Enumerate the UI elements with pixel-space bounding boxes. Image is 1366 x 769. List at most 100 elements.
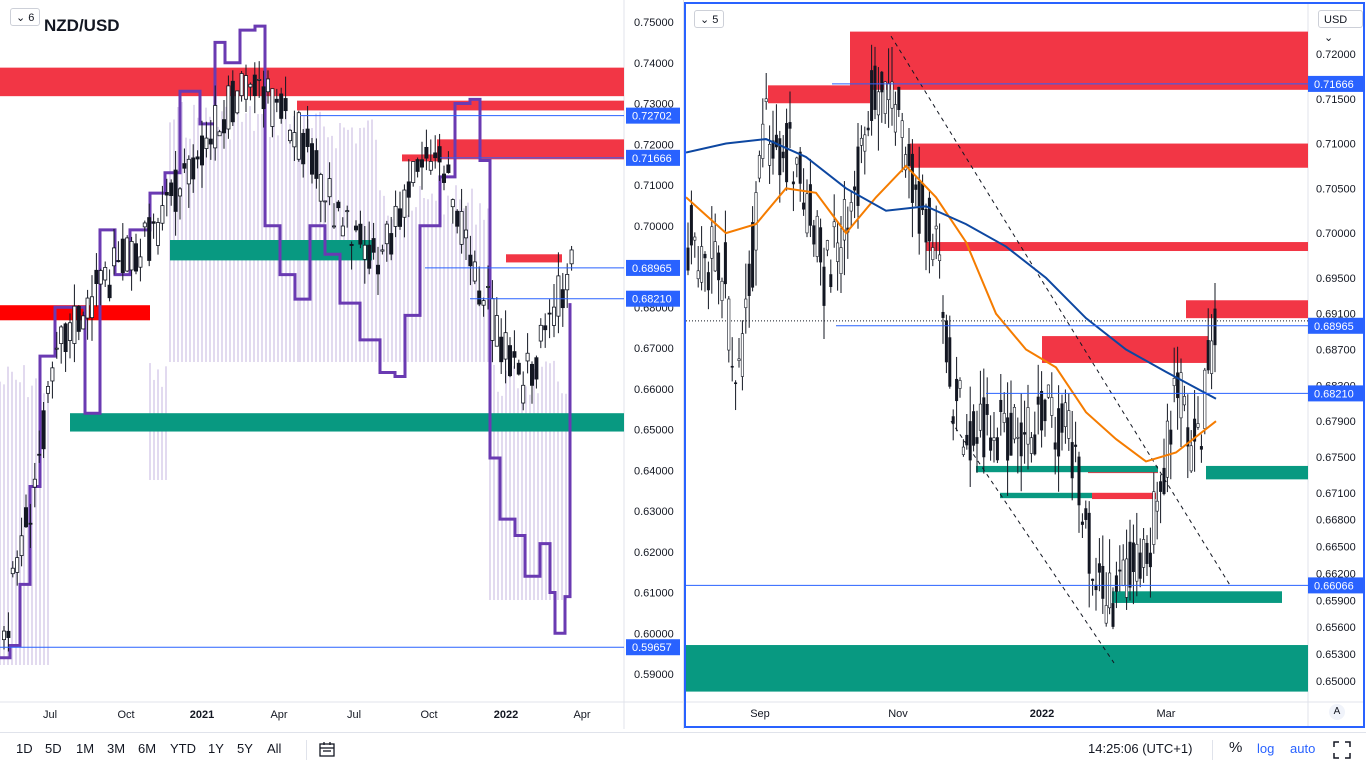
- range-button-1y[interactable]: 1Y: [208, 741, 224, 756]
- candle-body: [507, 345, 512, 377]
- candle-body: [999, 399, 1003, 413]
- candle-body: [336, 201, 341, 209]
- time-axis-tick: Sep: [750, 708, 770, 720]
- candle-body: [1125, 558, 1129, 598]
- candle-body: [1101, 565, 1105, 599]
- candle-body: [1165, 420, 1169, 478]
- candle-body: [1213, 308, 1217, 346]
- candle-body: [103, 267, 108, 281]
- candle-body: [944, 320, 948, 363]
- price-axis-tick: 0.70500: [1316, 183, 1356, 195]
- log-toggle[interactable]: log: [1257, 741, 1275, 756]
- candle-body: [785, 123, 789, 183]
- range-button-3m[interactable]: 3M: [107, 741, 126, 756]
- candle-body: [706, 272, 710, 291]
- price-label-text: 0.66066: [1314, 580, 1354, 592]
- range-button-5y[interactable]: 5Y: [237, 741, 253, 756]
- range-button-1d[interactable]: 1D: [16, 741, 33, 756]
- range-button-6m[interactable]: 6M: [138, 741, 157, 756]
- right-chart-pane[interactable]: 0.72000 0.71500 0.71000 0.70500 0.70000 0.695…: [684, 2, 1365, 728]
- candle-body: [696, 270, 700, 280]
- candle-body: [693, 236, 697, 241]
- candle-body: [274, 98, 279, 103]
- calendar-range-icon[interactable]: [318, 741, 336, 764]
- range-button-all[interactable]: All: [267, 741, 282, 756]
- candle-body: [764, 98, 768, 102]
- candle-body: [147, 217, 152, 261]
- candle-body: [723, 242, 727, 285]
- price-axis-tick: 0.61000: [634, 588, 674, 600]
- candle-body: [112, 247, 117, 267]
- candle-body: [791, 181, 795, 185]
- candle-body: [516, 362, 521, 375]
- candle-body: [481, 300, 486, 306]
- slow-moving-average-line: [685, 138, 1217, 400]
- candle-body: [6, 630, 11, 638]
- price-label-text: 0.72702: [632, 111, 672, 123]
- candle-body: [169, 182, 174, 197]
- candle-body: [689, 205, 693, 246]
- percent-toggle[interactable]: %: [1229, 739, 1243, 756]
- candle-body: [46, 386, 51, 394]
- candle-body: [808, 184, 812, 226]
- candle-body: [757, 155, 761, 179]
- currency-select[interactable]: USD ⌄: [1318, 10, 1363, 44]
- time-axis-tick: Apr: [270, 709, 287, 721]
- range-button-5d[interactable]: 5D: [45, 741, 62, 756]
- auto-toggle[interactable]: auto: [1290, 741, 1316, 756]
- left-chart-pane[interactable]: 0.75000 0.74000 0.73000 0.72000 0.71000 0.700…: [0, 0, 684, 729]
- candle-body: [1148, 552, 1152, 568]
- candle-body: [323, 200, 328, 203]
- candle-body: [1114, 575, 1118, 592]
- candle-body: [900, 120, 904, 138]
- candle-body: [982, 397, 986, 458]
- candle-body: [252, 74, 257, 97]
- trend-channel-line: [950, 420, 1115, 664]
- candle-body: [177, 188, 182, 197]
- price-label-text: 0.71666: [632, 153, 672, 165]
- candle-body: [243, 75, 248, 100]
- candle-body: [1196, 423, 1200, 428]
- candle-body: [1138, 552, 1142, 579]
- price-label-tag: [1308, 75, 1363, 92]
- candle-body: [863, 134, 867, 152]
- candle-body: [819, 227, 823, 263]
- supply-zone: [437, 139, 624, 160]
- candle-body: [989, 437, 993, 451]
- overlay-step-line: [0, 24, 572, 660]
- candle-body: [972, 411, 976, 446]
- candle-body: [54, 347, 59, 350]
- candle-body: [208, 138, 213, 145]
- candle-body: [737, 358, 741, 361]
- right-indicator-toggle[interactable]: ⌄ 5: [694, 10, 725, 28]
- clock-readout[interactable]: 14:25:06 (UTC+1): [1088, 741, 1193, 756]
- left-indicator-toggle[interactable]: ⌄ 6: [10, 8, 41, 26]
- demand-zone: [1112, 591, 1282, 603]
- candle-body: [499, 336, 504, 363]
- candle-body: [910, 153, 914, 203]
- candle-body: [468, 254, 473, 267]
- candle-body: [897, 86, 901, 110]
- candle-body: [138, 256, 143, 268]
- chevron-down-icon: ⌄: [16, 12, 26, 24]
- candle-body: [287, 129, 292, 142]
- candle-body: [226, 85, 231, 130]
- auto-scale-button[interactable]: A: [1329, 704, 1345, 720]
- candle-body: [880, 71, 884, 93]
- range-button-1m[interactable]: 1M: [76, 741, 95, 756]
- right-chart-canvas[interactable]: 0.72000 0.71500 0.71000 0.70500 0.70000 0.695…: [685, 4, 1363, 726]
- candle-body: [296, 112, 301, 160]
- candle-body: [107, 284, 112, 299]
- right-indicator-count: 5: [712, 14, 719, 26]
- candle-body: [305, 128, 310, 147]
- candle-body: [1206, 340, 1210, 371]
- supply-zone: [0, 67, 624, 97]
- candle-body: [19, 535, 24, 557]
- candle-body: [450, 199, 455, 208]
- fullscreen-icon[interactable]: [1333, 741, 1351, 764]
- candle-body: [720, 280, 724, 301]
- candle-body: [968, 421, 972, 461]
- candle-body: [345, 210, 350, 213]
- left-chart-canvas[interactable]: 0.75000 0.74000 0.73000 0.72000 0.71000 0.700…: [0, 0, 683, 729]
- range-button-ytd[interactable]: YTD: [170, 741, 196, 756]
